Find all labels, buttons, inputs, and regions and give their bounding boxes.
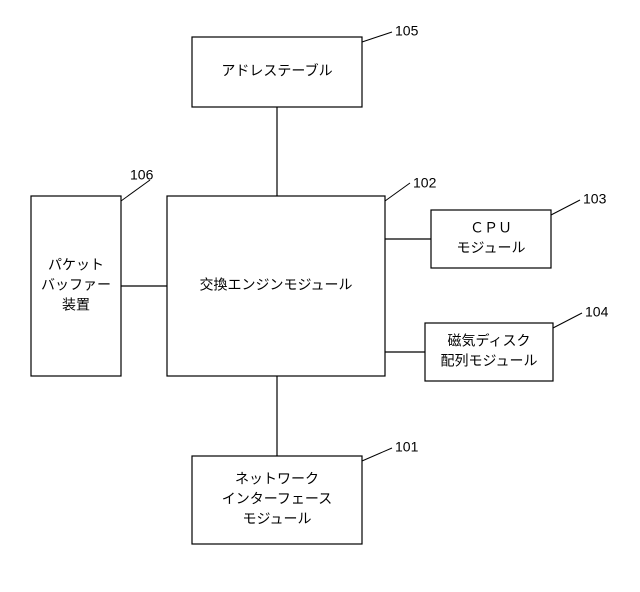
node-packet_buffer: パケットバッファー装置 106 xyxy=(31,167,154,376)
ref-leader-disk_array xyxy=(553,313,582,328)
ref-leader-cpu_module xyxy=(551,200,580,215)
node-label-packet_buffer-0: パケット xyxy=(48,257,104,273)
node-label-cpu_module-0: ＣＰＵ xyxy=(470,220,512,236)
node-label-address_table-0: アドレステーブル xyxy=(221,63,332,79)
ref-label-cpu_module: 103 xyxy=(583,191,607,207)
node-address_table: アドレステーブル 105 xyxy=(192,23,419,107)
ref-label-disk_array: 104 xyxy=(585,304,609,320)
node-disk_array: 磁気ディスク配列モジュール 104 xyxy=(425,304,609,381)
node-network_if: ネットワークインターフェースモジュール 101 xyxy=(192,439,419,544)
node-label-switch_engine-0: 交換エンジンモジュール xyxy=(199,277,352,293)
ref-leader-switch_engine xyxy=(385,183,410,201)
node-label-network_if-0: ネットワーク xyxy=(235,471,319,487)
node-label-cpu_module-1: モジュール xyxy=(456,240,525,256)
ref-label-address_table: 105 xyxy=(395,23,419,39)
ref-label-network_if: 101 xyxy=(395,439,419,455)
node-switch_engine: 交換エンジンモジュール 102 xyxy=(167,175,437,376)
node-label-disk_array-0: 磁気ディスク xyxy=(447,333,530,349)
node-label-packet_buffer-2: 装置 xyxy=(62,297,90,313)
node-label-packet_buffer-1: バッファー xyxy=(41,277,111,293)
ref-leader-address_table xyxy=(362,32,392,42)
ref-label-switch_engine: 102 xyxy=(413,175,437,191)
node-cpu_module: ＣＰＵ モジュール 103 xyxy=(431,191,607,268)
ref-leader-network_if xyxy=(362,448,392,461)
node-label-network_if-1: インターフェース xyxy=(222,491,332,507)
node-label-disk_array-1: 配列モジュール xyxy=(440,353,537,369)
ref-leader-packet_buffer xyxy=(121,180,150,201)
ref-label-packet_buffer: 106 xyxy=(130,167,154,183)
node-label-network_if-2: モジュール xyxy=(242,511,311,527)
